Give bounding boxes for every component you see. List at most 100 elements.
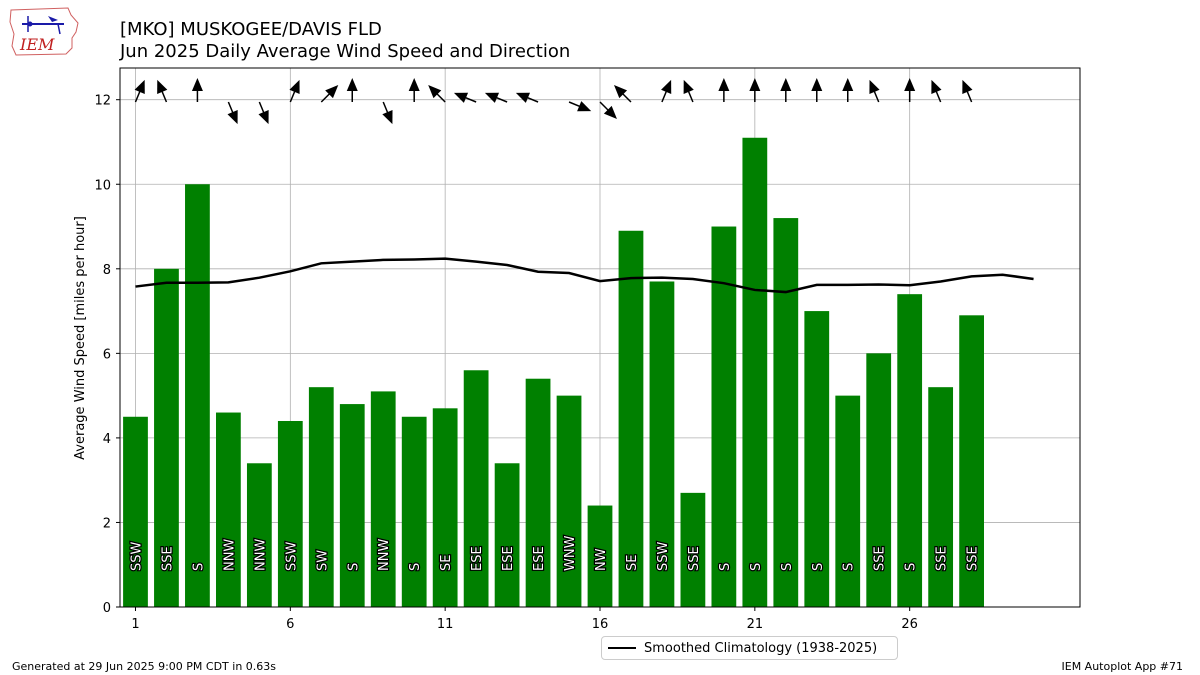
direction-label-day-11: SE xyxy=(439,555,454,571)
arrow-head xyxy=(325,85,339,99)
arrow-head xyxy=(749,78,761,91)
bar-day-8 xyxy=(339,404,365,607)
arrow-head xyxy=(191,78,203,91)
wind-arrow-day-26 xyxy=(904,78,916,102)
arrow-head xyxy=(428,85,442,99)
arrow-head xyxy=(931,79,942,94)
direction-label-day-17: SE xyxy=(625,555,640,571)
direction-label-day-15: WNW xyxy=(563,535,578,571)
arrow-head xyxy=(515,92,531,103)
iem-logo: IEM xyxy=(8,6,80,60)
wind-arrow-day-6 xyxy=(289,79,300,103)
y-tick-label: 4 xyxy=(103,432,111,447)
wind-arrow-day-1 xyxy=(134,79,145,103)
direction-label-day-25: SSE xyxy=(873,546,888,571)
direction-label-day-19: SSE xyxy=(687,546,702,571)
bar-day-14 xyxy=(525,378,551,607)
wind-arrow-day-4 xyxy=(227,101,238,125)
arrow-head xyxy=(484,92,500,103)
x-tick-label: 26 xyxy=(901,617,918,632)
bar-day-4 xyxy=(216,412,241,607)
chart-subtitle: Jun 2025 Daily Average Wind Speed and Di… xyxy=(119,41,570,62)
arrow-head xyxy=(661,79,672,94)
wind-arrow-day-20 xyxy=(718,78,730,102)
direction-label-day-4: NNW xyxy=(222,539,237,571)
bar-day-23 xyxy=(804,311,830,607)
iowa-map-icon: IEM xyxy=(9,7,79,56)
bar-day-3 xyxy=(185,184,210,608)
wind-arrow-day-9 xyxy=(382,101,393,125)
x-tick-label: 16 xyxy=(592,617,609,632)
arrow-head xyxy=(842,78,854,91)
bar-day-1 xyxy=(123,416,148,607)
footer-app: IEM Autoplot App #71 xyxy=(1061,660,1184,673)
direction-label-day-24: S xyxy=(842,563,857,571)
bar-day-21 xyxy=(742,137,768,608)
chart-title: [MKO] MUSKOGEE/DAVIS FLD xyxy=(120,19,382,40)
bar-day-13 xyxy=(494,463,520,607)
bar-day-6 xyxy=(277,420,303,607)
climatology-line xyxy=(135,257,1034,294)
wind-arrow-day-25 xyxy=(869,79,880,103)
wind-arrow-day-17 xyxy=(613,85,632,103)
direction-label-day-26: S xyxy=(904,563,919,571)
legend-line-swatch xyxy=(608,647,636,649)
x-tick-label: 1 xyxy=(131,617,139,632)
arrow-head xyxy=(134,79,145,94)
x-tick-label: 21 xyxy=(747,617,764,632)
direction-label-day-18: SSW xyxy=(656,541,671,571)
footer-generated: Generated at 29 Jun 2025 9:00 PM CDT in … xyxy=(12,660,277,673)
direction-label-day-13: ESE xyxy=(501,546,516,571)
direction-label-day-1: SSW xyxy=(129,541,144,571)
bars xyxy=(123,137,984,608)
direction-label-day-22: S xyxy=(780,563,795,571)
y-axis-label: Average Wind Speed [miles per hour] xyxy=(73,216,88,460)
wind-arrow-day-5 xyxy=(258,101,269,125)
y-tick-label: 10 xyxy=(94,178,111,193)
direction-label-day-8: S xyxy=(346,563,361,571)
wind-arrow-day-18 xyxy=(661,79,672,103)
wind-arrow-day-10 xyxy=(408,78,420,102)
arrow-head xyxy=(780,78,792,91)
wind-arrow-day-28 xyxy=(962,79,973,103)
x-tick-label: 6 xyxy=(286,617,294,632)
direction-label-day-23: S xyxy=(811,563,826,571)
wind-arrow-day-23 xyxy=(811,78,823,102)
arrow-head xyxy=(382,110,393,125)
wind-arrow-day-21 xyxy=(749,78,761,102)
wind-arrow-day-15 xyxy=(568,101,592,112)
bar-day-5 xyxy=(246,463,272,607)
bar-day-27 xyxy=(928,387,954,607)
arrow-head xyxy=(811,78,823,91)
arrow-head xyxy=(258,110,269,125)
wind-arrows xyxy=(134,78,973,125)
y-tick-label: 8 xyxy=(103,263,111,278)
bar-day-7 xyxy=(308,387,334,607)
bar-day-16 xyxy=(587,505,613,607)
legend: Smoothed Climatology (1938-2025) xyxy=(601,636,898,660)
direction-label-day-2: SSE xyxy=(160,546,175,571)
direction-label-day-27: SSE xyxy=(935,546,950,571)
direction-label-day-14: ESE xyxy=(532,546,547,571)
wind-arrow-day-8 xyxy=(346,78,358,102)
arrow-head xyxy=(157,79,168,94)
bar-day-12 xyxy=(463,370,489,607)
svg-text:IEM: IEM xyxy=(19,35,55,54)
direction-label-day-7: SW xyxy=(315,550,330,571)
wind-arrow-day-14 xyxy=(515,92,539,103)
arrow-head xyxy=(683,79,694,94)
arrow-head xyxy=(227,110,238,125)
arrow-head xyxy=(453,92,469,103)
arrow-head xyxy=(603,105,617,119)
direction-label-day-28: SSE xyxy=(966,546,981,571)
wind-arrow-day-12 xyxy=(453,92,477,103)
arrow-head xyxy=(408,78,420,91)
wind-arrow-day-13 xyxy=(484,92,508,103)
wind-arrow-day-19 xyxy=(683,79,694,103)
y-tick-label: 0 xyxy=(103,601,111,616)
y-tick-label: 12 xyxy=(94,94,111,109)
bar-day-24 xyxy=(835,395,861,607)
arrow-head xyxy=(346,78,358,91)
bar-day-11 xyxy=(432,408,458,607)
